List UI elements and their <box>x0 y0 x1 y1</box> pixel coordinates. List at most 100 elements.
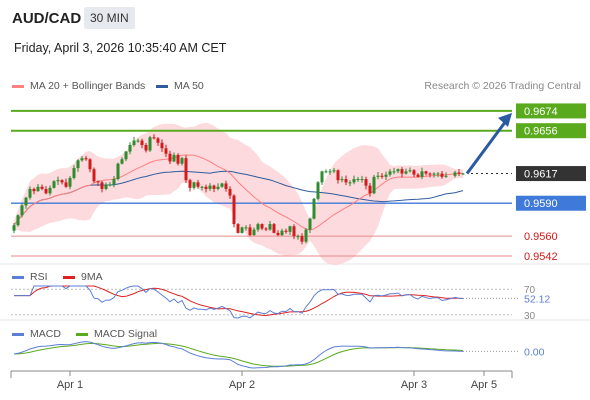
legend-macd: MACD <box>12 328 61 340</box>
timeframe-badge[interactable]: 30 MIN <box>84 7 135 29</box>
candle-body <box>408 170 412 172</box>
legend-ma20-label: MA 20 + Bollinger Bands <box>30 80 146 92</box>
candle-body <box>252 229 256 236</box>
level-label-pivot: 0.9590 <box>524 198 558 210</box>
candle-body <box>92 169 96 182</box>
candle-body <box>108 184 112 186</box>
candle-body <box>184 158 188 181</box>
candle-body <box>340 179 344 181</box>
candle-body <box>276 232 280 236</box>
x-tick-label: Apr 5 <box>471 379 497 391</box>
candle-body <box>100 182 104 189</box>
candle-body <box>160 142 164 149</box>
rsi-value-label: 52.12 <box>524 293 550 305</box>
candle-body <box>436 173 440 175</box>
candle-body <box>236 224 240 233</box>
candle-body <box>348 182 352 184</box>
candle-body <box>396 169 400 172</box>
research-credit: Research © 2026 Trading Central <box>424 80 581 92</box>
candle-body <box>168 153 172 162</box>
legend-ma50-label: MA 50 <box>174 80 204 92</box>
candle-body <box>188 180 192 188</box>
candle-body <box>388 171 392 175</box>
candle-body <box>232 195 236 225</box>
rsi-level-label: 70 <box>524 285 536 296</box>
candle-body <box>264 228 268 230</box>
candle-body <box>260 224 264 229</box>
candle-body <box>140 140 144 145</box>
macd-signal-line <box>13 342 464 367</box>
legend-macd-label: MACD <box>30 328 61 340</box>
candle-body <box>280 230 284 236</box>
candle-body <box>144 144 148 151</box>
legend-rsi-label: RSI <box>30 271 48 283</box>
candle-body <box>40 186 44 189</box>
candle-body <box>16 215 20 226</box>
candle-body <box>220 183 224 187</box>
level-badge-pivot <box>516 195 586 211</box>
candle-body <box>24 197 28 206</box>
candle-body <box>224 183 228 189</box>
level-badge-current <box>516 166 586 182</box>
candle-body <box>104 184 108 189</box>
candle-body <box>300 236 304 242</box>
candle-body <box>412 170 416 175</box>
candle-body <box>344 179 348 183</box>
candle-body <box>404 171 408 174</box>
candle-body <box>328 171 332 173</box>
candle-body <box>288 226 292 232</box>
candle-body <box>312 198 316 219</box>
ma20-line <box>13 154 464 231</box>
candle-body <box>296 236 300 238</box>
candle-body <box>376 175 380 177</box>
timestamp: Friday, April 3, 2026 10:35:40 AM CET <box>14 41 227 55</box>
macd-line <box>13 341 464 369</box>
candle-body <box>228 188 232 196</box>
candle-body <box>240 227 244 233</box>
candle-body <box>324 171 328 173</box>
candle-body <box>72 168 76 178</box>
candle-body <box>308 218 312 230</box>
candle-body <box>208 185 212 189</box>
legend-rsi-ma-label: 9MA <box>81 271 103 283</box>
candle-body <box>80 158 84 161</box>
rsi-ma-line <box>14 285 464 317</box>
candle-body <box>364 179 368 186</box>
candle-body <box>320 171 324 183</box>
legend-macd-signal-label: MACD Signal <box>94 328 158 340</box>
candle-body <box>272 224 276 233</box>
candle-body <box>372 176 376 194</box>
candle-body <box>368 185 372 194</box>
level-badge-resistance <box>516 123 586 139</box>
level-label-resistance: 0.9656 <box>524 126 558 138</box>
candle-body <box>56 180 60 182</box>
rsi-line <box>14 285 463 319</box>
candle-body <box>457 172 461 174</box>
candle-body <box>64 182 68 187</box>
candle-body <box>400 169 404 174</box>
legend-rsi-swatch <box>12 275 24 279</box>
candle-body <box>352 179 356 183</box>
candle-body <box>356 179 360 181</box>
candle-body <box>196 182 200 187</box>
legend-ma50-swatch <box>156 84 168 88</box>
candle-body <box>60 180 64 183</box>
candle-body <box>204 186 208 189</box>
legend-macd-signal-swatch <box>76 332 88 336</box>
level-badge-resistance <box>516 103 586 119</box>
x-tick-label: Apr 1 <box>57 379 83 391</box>
candle-body <box>128 144 132 152</box>
candle-body <box>176 154 180 164</box>
candle-body <box>332 170 336 172</box>
legend-ma20-swatch <box>12 84 24 88</box>
rsi-level-label: 30 <box>524 311 536 322</box>
candle-body <box>180 158 184 164</box>
candle-body <box>68 177 72 187</box>
candle-body <box>76 160 80 169</box>
candle-body <box>360 179 364 181</box>
candle-body <box>420 171 424 177</box>
candle-body <box>316 182 320 199</box>
candle-body <box>284 230 288 232</box>
forecast-arrow-shaft <box>465 120 508 175</box>
candle-body <box>216 186 220 189</box>
